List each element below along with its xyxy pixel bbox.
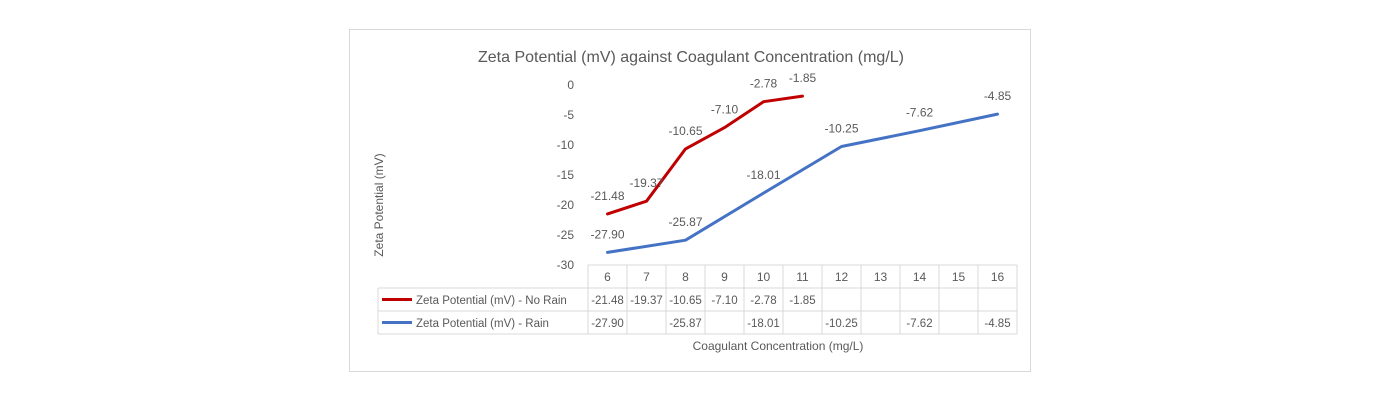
y-tick-label: -10 [557, 138, 575, 152]
data-table: 6 7 8 9 10 11 12 13 14 15 16 Zeta Potential (mV) - … [377, 264, 1018, 335]
x-tick-label: 13 [874, 270, 888, 284]
x-tick-label: 15 [952, 270, 966, 284]
data-label: -1.85 [789, 71, 817, 85]
data-label: -7.10 [711, 103, 739, 117]
data-label: -2.78 [750, 77, 778, 91]
data-label: -19.37 [629, 176, 663, 190]
table-cell: -1.85 [789, 295, 815, 307]
legend-label: Zeta Potential (mV) - No Rain [416, 295, 567, 307]
table-cell: -25.87 [669, 318, 702, 330]
data-labels: -21.48 -19.37 -10.65 -7.10 -2.78 -1.85 -27.90 -… [590, 71, 1011, 241]
data-label: -10.25 [824, 122, 858, 136]
data-label: -4.85 [984, 89, 1012, 103]
x-tick-label: 16 [991, 270, 1005, 284]
y-tick-label: -25 [557, 228, 575, 242]
x-axis-title: Coagulant Concentration (mg/L) [693, 339, 864, 353]
table-cell: -7.62 [906, 318, 932, 330]
x-tick-label: 10 [757, 270, 771, 284]
table-cell: -7.10 [711, 295, 737, 307]
x-tick-label: 6 [604, 270, 611, 284]
x-tick-label: 11 [796, 270, 809, 284]
data-label: -18.01 [746, 168, 780, 182]
y-axis-ticks: 0 -5 -10 -15 -20 -25 -30 [557, 78, 575, 272]
data-label: -7.62 [906, 106, 934, 120]
x-tick-label: 8 [682, 270, 689, 284]
table-cell: -19.37 [630, 295, 663, 307]
series-line-1 [606, 112, 999, 254]
data-label: -21.48 [590, 189, 624, 203]
y-tick-label: 0 [567, 78, 574, 92]
table-cell: -21.48 [591, 295, 624, 307]
data-label: -27.90 [590, 227, 624, 241]
table-cell: -27.90 [591, 318, 624, 330]
y-tick-label: -30 [557, 258, 575, 272]
x-tick-label: 7 [643, 270, 650, 284]
table-cell: -2.78 [750, 295, 776, 307]
chart-frame: Zeta Potential (mV) against Coagulant Co… [349, 29, 1031, 372]
y-tick-label: -15 [557, 168, 575, 182]
data-label: -10.65 [668, 124, 702, 138]
x-tick-label: 14 [913, 270, 927, 284]
table-cell: -18.01 [747, 318, 780, 330]
table-cell: -4.85 [984, 318, 1010, 330]
series-line-0 [606, 94, 804, 216]
chart-title: Zeta Potential (mV) against Coagulant Co… [478, 49, 904, 66]
series-lines [606, 94, 999, 254]
x-tick-label: 12 [835, 270, 849, 284]
data-label: -25.87 [668, 215, 702, 229]
y-axis-title: Zeta Potential (mV) [372, 153, 386, 256]
x-tick-label: 9 [721, 270, 728, 284]
y-tick-label: -20 [557, 198, 575, 212]
line-chart: Zeta Potential (mV) against Coagulant Co… [372, 49, 1018, 353]
legend-label: Zeta Potential (mV) - Rain [416, 318, 549, 330]
table-cell: -10.65 [669, 295, 702, 307]
y-tick-label: -5 [563, 108, 574, 122]
table-cell: -10.25 [825, 318, 858, 330]
